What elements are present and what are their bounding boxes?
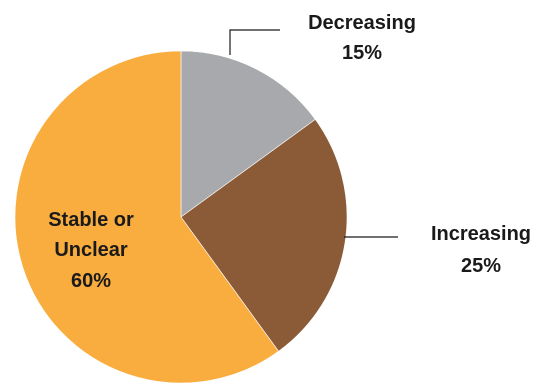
value-stable: 60%	[71, 270, 111, 292]
label-stable-line-2: Unclear	[54, 239, 128, 261]
label-decreasing: Decreasing	[308, 12, 416, 34]
pie-slices	[14, 50, 348, 384]
value-decreasing: 15%	[342, 42, 382, 64]
pie-slice-decreasing	[180, 50, 316, 218]
label-stable-line-1: Stable or	[48, 209, 134, 231]
pie-slice-increasing	[180, 119, 348, 352]
pie-slice-stable-or-unclear	[14, 50, 279, 384]
leader-line-decreasing	[229, 29, 280, 55]
value-increasing: 25%	[461, 255, 501, 277]
label-increasing: Increasing	[431, 223, 531, 245]
